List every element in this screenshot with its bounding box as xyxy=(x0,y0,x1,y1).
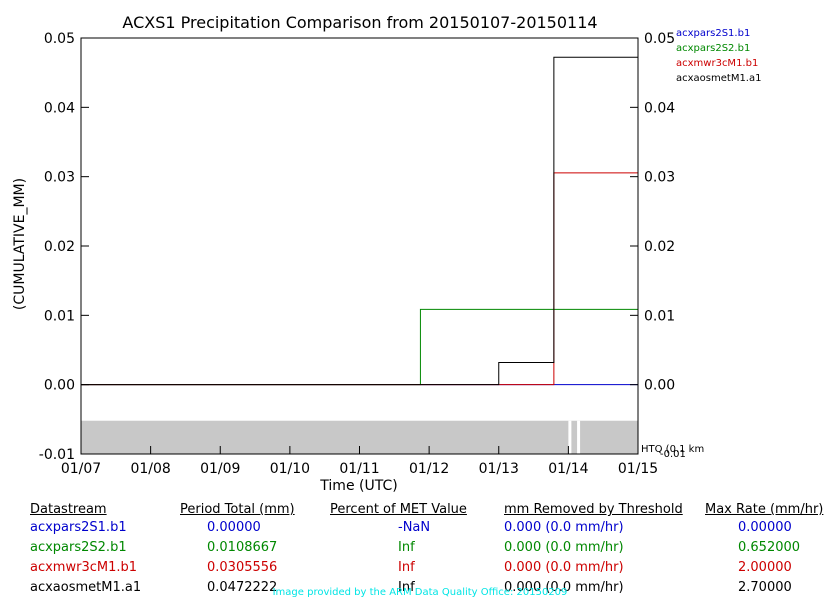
cell-removed: 0.000 (0.0 mm/hr) xyxy=(504,540,624,555)
y-tick-label-right: 0.00 xyxy=(644,378,675,394)
y-tick-label-right: 0.01 xyxy=(644,308,675,324)
x-tick-label: 01/14 xyxy=(548,461,588,477)
series-line-acxpars2S2.b1 xyxy=(81,308,638,386)
footer-credit: Image provided by the ARM Data Quality O… xyxy=(272,587,568,598)
qc-band-label: HTQ (0.1 km xyxy=(641,444,704,455)
cell-max-rate: 0.00000 xyxy=(738,520,792,535)
y-tick-label-left: 0.05 xyxy=(44,31,75,47)
y-tick-label-left: 0.04 xyxy=(44,100,75,116)
series-layer xyxy=(81,56,638,386)
x-tick-label: 01/09 xyxy=(200,461,240,477)
y-tick-label-left: 0.03 xyxy=(44,170,75,186)
y-tick-label-right: -0.01 xyxy=(660,449,686,460)
x-axis-label: Time (UTC) xyxy=(319,478,397,494)
plot-frame xyxy=(80,37,639,455)
x-tick-label: 01/08 xyxy=(130,461,170,477)
y-tick-label-left: -0.01 xyxy=(39,447,75,463)
x-tick-label: 01/13 xyxy=(479,461,519,477)
x-tick-label: 01/11 xyxy=(339,461,379,477)
x-tick-label: 01/07 xyxy=(61,461,101,477)
table-row: acxpars2S1.b1 0.00000 -NaN 0.000 (0.0 mm… xyxy=(0,520,840,540)
legend-entry-acxpars2S1.b1: acxpars2S1.b1 xyxy=(676,28,750,39)
cell-max-rate: 0.652000 xyxy=(738,540,801,555)
precipitation-chart: ACXS1 Precipitation Comparison from 2015… xyxy=(12,13,761,494)
cell-datastream: acxpars2S1.b1 xyxy=(30,520,127,535)
x-tick-label: 01/12 xyxy=(409,461,449,477)
cell-percent: Inf xyxy=(398,560,415,575)
legend-entry-acxpars2S2.b1: acxpars2S2.b1 xyxy=(676,43,750,54)
qc-gap-2 xyxy=(577,420,581,454)
cell-percent: Inf xyxy=(398,580,415,595)
cell-percent: Inf xyxy=(398,540,415,555)
cell-total: 0.0108667 xyxy=(207,540,278,555)
header-max-rate: Max Rate (mm/hr) xyxy=(705,502,824,517)
series-line-acxmwr3cM1.b1 xyxy=(81,172,638,386)
cell-removed: 0.000 (0.0 mm/hr) xyxy=(504,520,624,535)
cell-total: 0.0305556 xyxy=(207,560,278,575)
y-tick-label-left: 0.02 xyxy=(44,239,75,255)
y-tick-label-right: 0.05 xyxy=(644,31,675,47)
cell-max-rate: 2.00000 xyxy=(738,560,792,575)
header-period-total: Period Total (mm) xyxy=(180,502,295,517)
table-row: acxaosmetM1.a1 0.0472222 Inf 0.000 (0.0 … xyxy=(0,580,840,600)
x-tick-label: 01/10 xyxy=(270,461,310,477)
series-line-acxaosmetM1.a1 xyxy=(81,56,638,386)
cell-total: 0.0472222 xyxy=(207,580,278,595)
cell-datastream: acxaosmetM1.a1 xyxy=(30,580,142,595)
x-tick-label: 01/15 xyxy=(618,461,658,477)
legend-entry-acxmwr3cM1.b1: acxmwr3cM1.b1 xyxy=(676,58,758,69)
y-tick-label-left: 0.00 xyxy=(44,378,75,394)
header-percent-met: Percent of MET Value xyxy=(330,502,467,517)
cell-percent: -NaN xyxy=(398,520,431,535)
y-tick-label-right: 0.02 xyxy=(644,239,675,255)
table-header: Datastream Period Total (mm) Percent of … xyxy=(0,502,840,522)
table-row: acxpars2S2.b1 0.0108667 Inf 0.000 (0.0 m… xyxy=(0,540,840,560)
cell-datastream: acxpars2S2.b1 xyxy=(30,540,127,555)
cell-removed: 0.000 (0.0 mm/hr) xyxy=(504,560,624,575)
y-tick-label-right: 0.03 xyxy=(644,170,675,186)
legend: acxpars2S1.b1 acxpars2S2.b1 acxmwr3cM1.b1 a… xyxy=(676,28,761,84)
cell-max-rate: 2.70000 xyxy=(738,580,792,595)
ticks-layer: -0.01 -0.01 0.00 0.00 0.01 0.01 0.02 0.02 0.03 0.… xyxy=(39,31,686,477)
cell-removed: 0.000 (0.0 mm/hr) xyxy=(504,580,624,595)
qc-gap-1 xyxy=(568,420,572,454)
table-row: acxmwr3cM1.b1 0.0305556 Inf 0.000 (0.0 m… xyxy=(0,560,840,580)
chart-title: ACXS1 Precipitation Comparison from 2015… xyxy=(122,13,597,32)
cell-datastream: acxmwr3cM1.b1 xyxy=(30,560,138,575)
legend-entry-acxaosmetM1.a1: acxaosmetM1.a1 xyxy=(676,73,761,84)
header-mm-removed: mm Removed by Threshold xyxy=(504,502,683,517)
y-tick-label-right: 0.04 xyxy=(644,100,675,116)
y-tick-label-left: 0.01 xyxy=(44,308,75,324)
header-datastream: Datastream xyxy=(30,502,107,517)
cell-total: 0.00000 xyxy=(207,520,261,535)
y-axis-label: (CUMULATIVE_MM) xyxy=(12,178,28,310)
